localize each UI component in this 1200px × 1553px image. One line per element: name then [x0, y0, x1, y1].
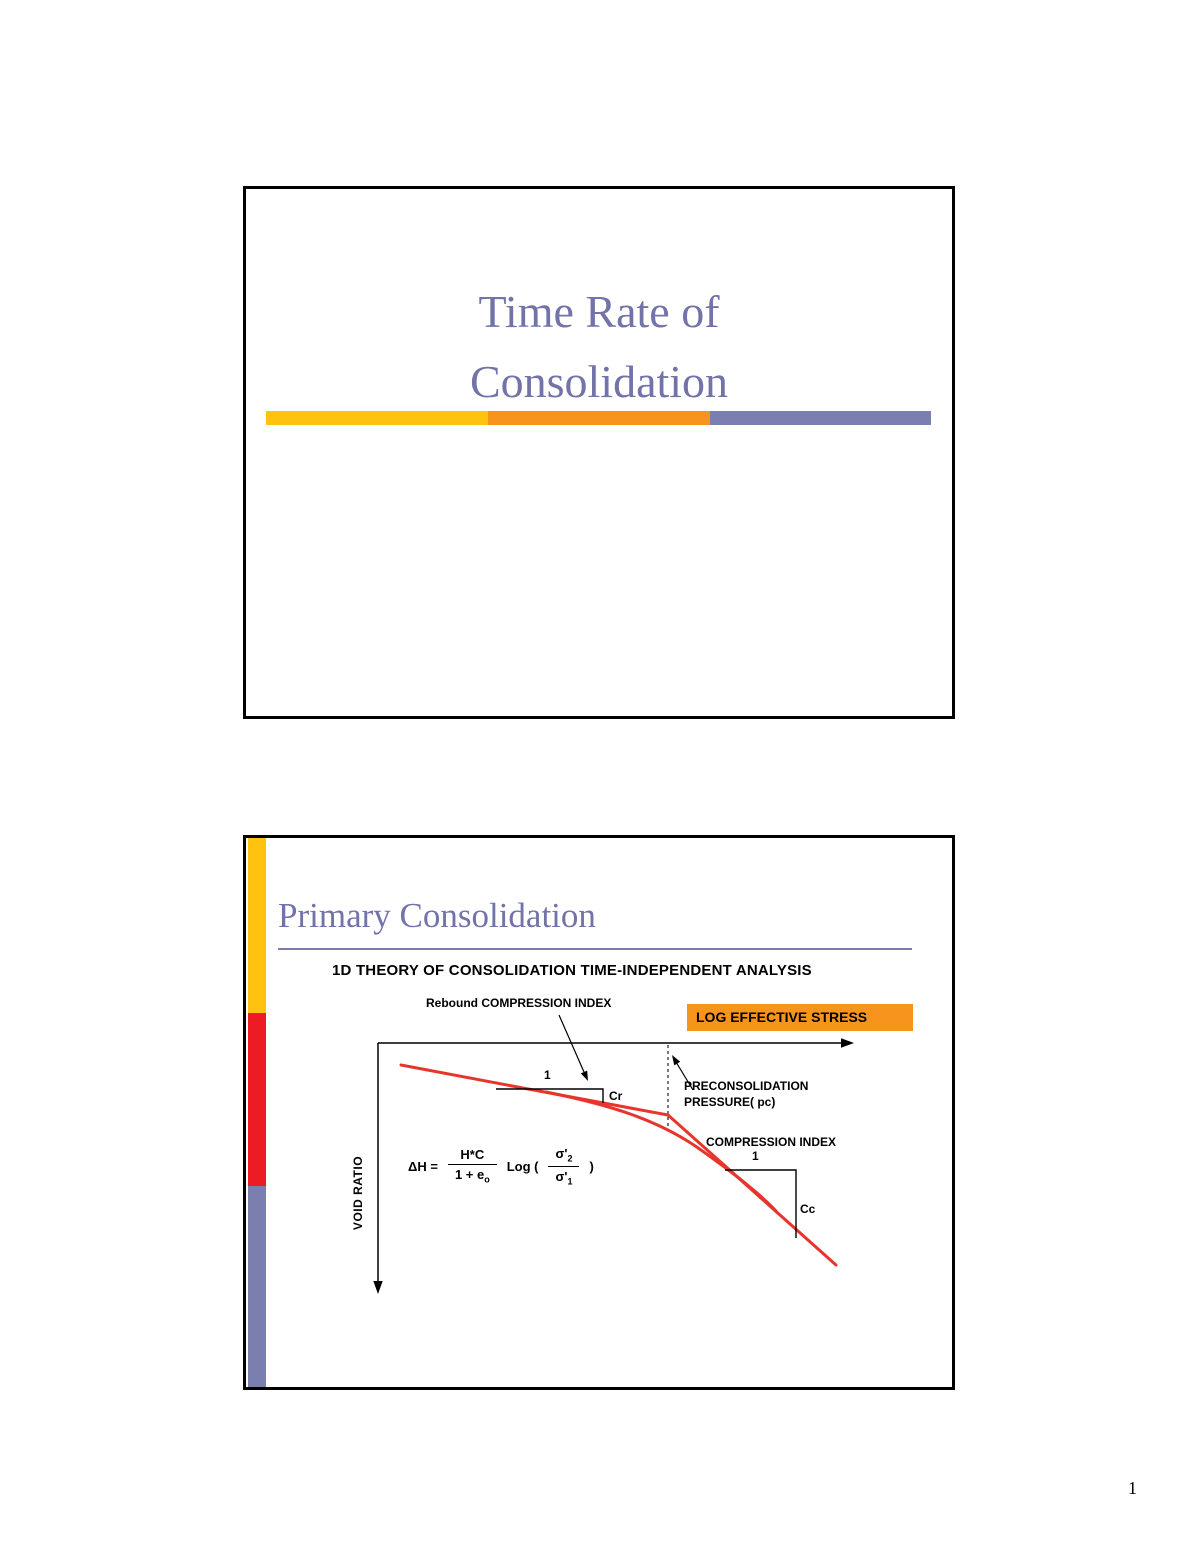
preconsolidation-pressure-label: PRECONSOLIDATION PRESSURE( pc) — [684, 1078, 808, 1110]
formula-close-paren: ) — [589, 1158, 594, 1174]
formula-denominator-sub: o — [484, 1174, 490, 1185]
formula-sigma-top: σ'2 — [548, 1146, 579, 1166]
formula-denominator: 1 + eo — [447, 1164, 497, 1185]
settlement-formula: ΔH = H*C 1 + eo Log ( σ'2 σ'1 ) — [408, 1146, 594, 1186]
cr-slope-one-label: 1 — [544, 1068, 551, 1082]
void-ratio-axis-label: VOID RATIO — [351, 1155, 365, 1231]
sigma-top-sub: 2 — [567, 1153, 573, 1164]
rebound-compression-index-label: Rebound COMPRESSION INDEX — [426, 996, 612, 1010]
cc-label: Cc — [800, 1202, 816, 1216]
sigma-bottom-base: σ' — [555, 1168, 568, 1184]
slide1-title-line1: Time Rate of — [478, 286, 720, 337]
formula-sigma-bottom: σ'1 — [548, 1165, 580, 1187]
cc-slope-one-label: 1 — [752, 1149, 759, 1163]
cr-slope-triangle — [496, 1088, 604, 1103]
rebound-arrow — [558, 1014, 585, 1073]
formula-denominator-base: 1 + e — [454, 1167, 485, 1183]
page-number: 1 — [1128, 1478, 1137, 1498]
cc-slope-triangle — [725, 1169, 797, 1238]
preconsolidation-pressure-line1: PRECONSOLIDATION — [684, 1079, 809, 1093]
log-effective-stress-label: LOG EFFECTIVE STRESS — [687, 1004, 913, 1031]
diagram-heading: 1D THEORY OF CONSOLIDATION TIME-INDEPEND… — [332, 962, 812, 979]
sidebar-segment-red — [248, 1013, 266, 1186]
sidebar-segment-purple — [248, 1186, 266, 1387]
formula-lhs: ΔH = — [408, 1158, 438, 1174]
x-axis-arrowhead-icon — [841, 1038, 854, 1048]
consolidation-diagram — [373, 1014, 854, 1294]
slide2-title: Primary Consolidation — [278, 896, 596, 935]
preconsolidation-arrowhead-icon — [672, 1055, 681, 1066]
preconsolidation-pressure-line2: PRESSURE( pc) — [684, 1095, 776, 1109]
accent-bar-yellow — [266, 411, 488, 425]
accent-bar-purple — [710, 411, 931, 425]
construction-lines — [399, 1063, 838, 1267]
slide-primary-consolidation: Primary Consolidation 1D THEORY OF CONSO… — [243, 835, 955, 1390]
sigma-bottom-sub: 1 — [567, 1176, 573, 1187]
preconsolidation-arrow — [675, 1061, 694, 1091]
slide2-accent-sidebar — [248, 838, 266, 1387]
slide-title: Time Rate of Consolidation — [243, 186, 955, 719]
formula-main-fraction: H*C 1 + eo — [447, 1147, 497, 1185]
accent-bar-orange — [488, 411, 710, 425]
slide1-title: Time Rate of Consolidation — [246, 277, 952, 417]
lab-curve — [544, 1090, 778, 1213]
slide1-title-line2: Consolidation — [469, 356, 729, 407]
y-axis-arrowhead-icon — [373, 1281, 383, 1294]
formula-log: Log ( — [506, 1158, 539, 1174]
sigma-top-base: σ' — [555, 1146, 568, 1161]
compression-index-label: COMPRESSION INDEX — [706, 1135, 837, 1149]
slide2-title-underline — [278, 948, 912, 950]
slide1-accent-bar — [266, 411, 931, 425]
formula-numerator: H*C — [460, 1147, 485, 1163]
formula-stress-fraction: σ'2 σ'1 — [548, 1146, 580, 1187]
sidebar-segment-yellow — [248, 838, 266, 1013]
rebound-arrowhead-icon — [580, 1070, 588, 1081]
cr-label: Cr — [609, 1089, 623, 1103]
